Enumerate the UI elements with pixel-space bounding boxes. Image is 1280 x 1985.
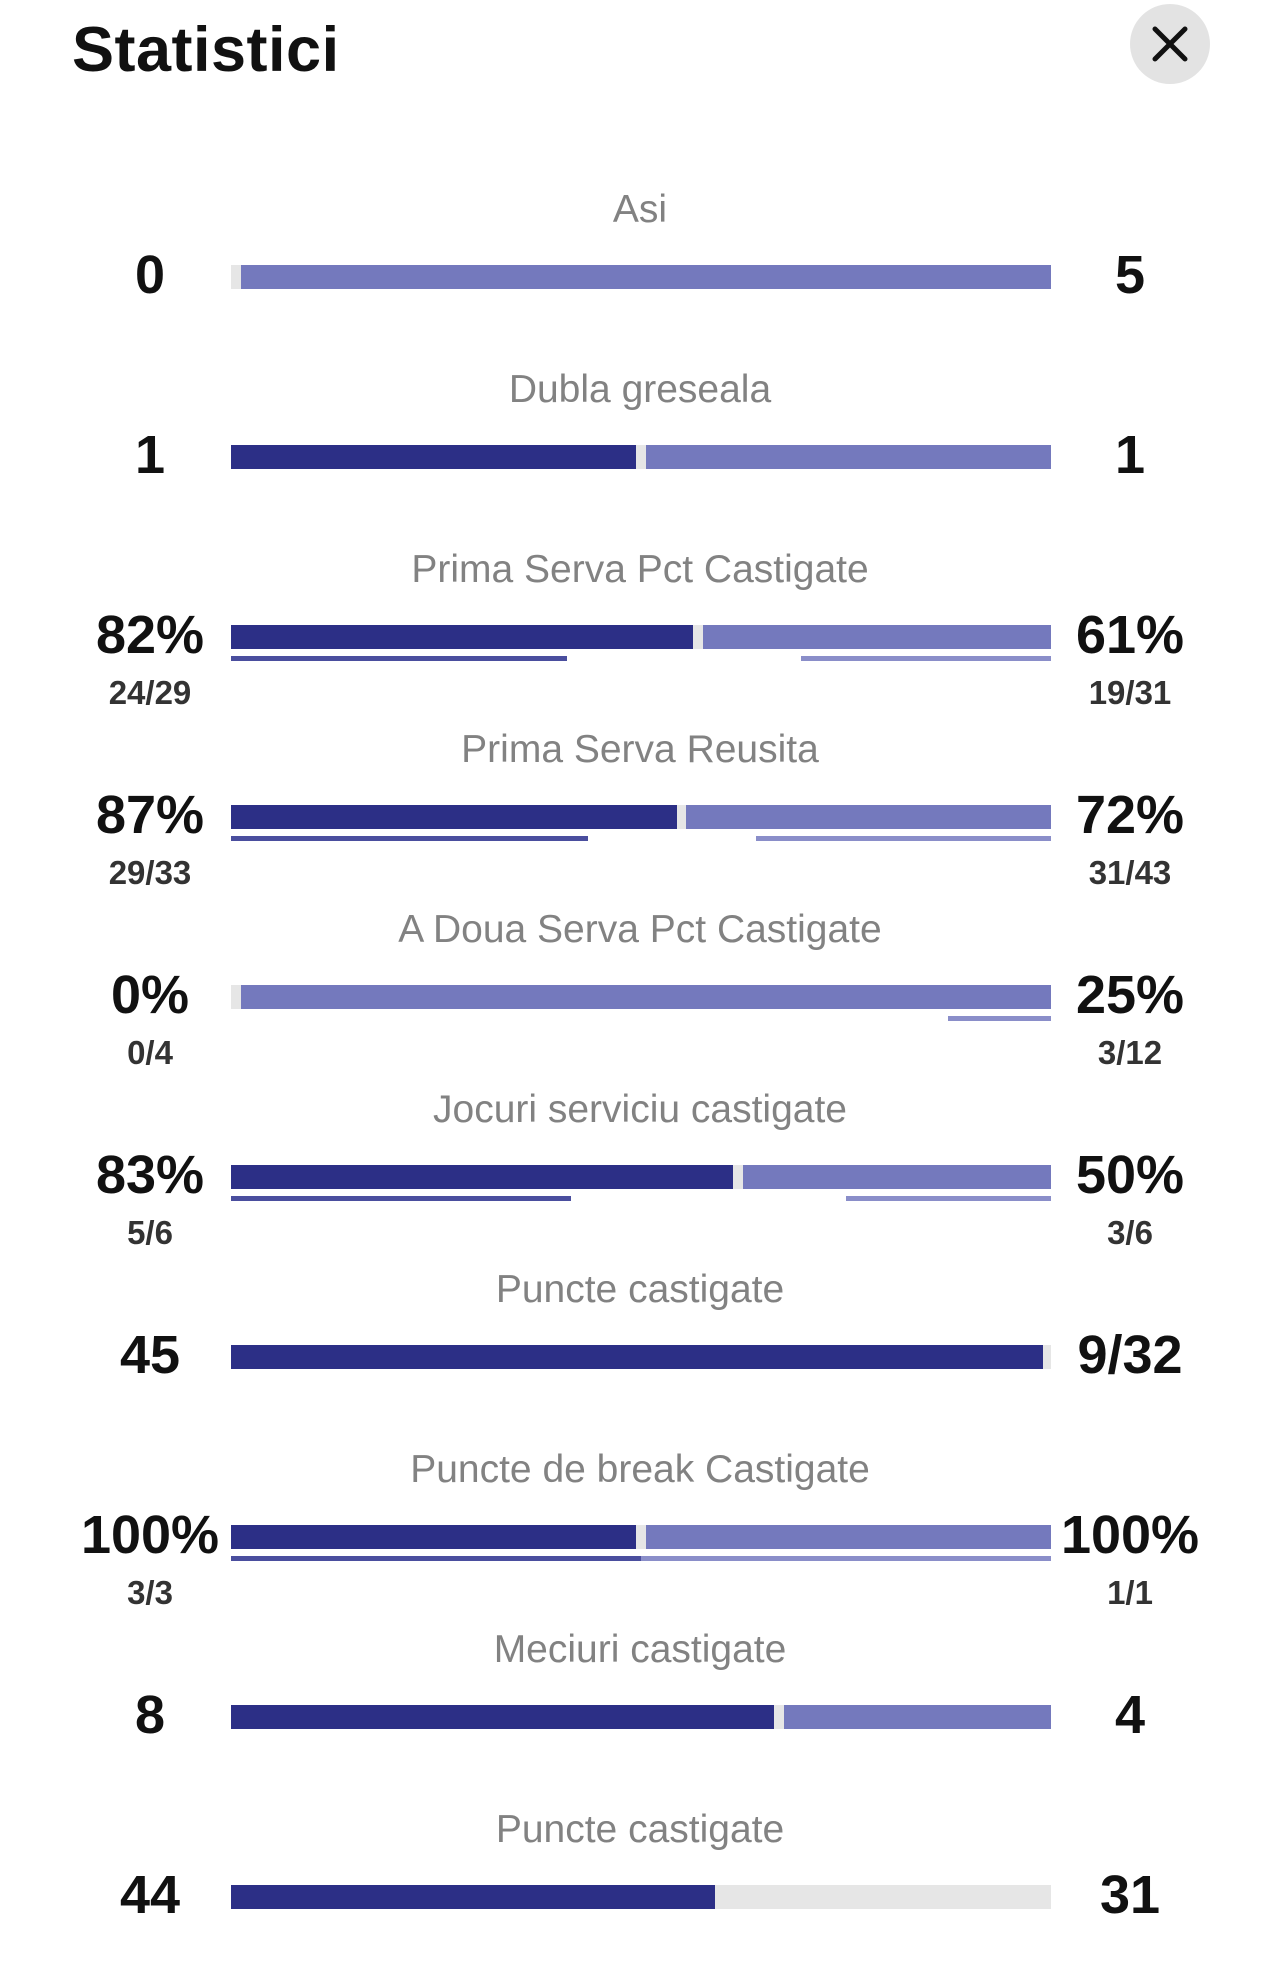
right-player-percentage-line [801, 656, 1051, 661]
stat-label: Dubla greseala [508, 368, 772, 411]
comparison-bar [231, 1345, 1051, 1369]
stat-row: Prima Serva Reusita 87% 72% 29/33 31/43 [0, 725, 1280, 905]
right-player-bar [241, 265, 1051, 289]
right-player-percentage-line [948, 1016, 1051, 1021]
stat-label: Puncte castigate [495, 1808, 785, 1851]
comparison-bar [231, 805, 1051, 841]
right-player-value: 25% [1075, 965, 1185, 1025]
comparison-bar [231, 985, 1051, 1021]
right-player-ratio: 3/12 [1097, 1034, 1163, 1071]
right-player-bar [646, 1525, 1051, 1549]
left-player-bar [231, 625, 693, 649]
right-player-bar [703, 625, 1051, 649]
left-player-percentage-line [231, 656, 567, 661]
right-player-value: 4 [1114, 1685, 1146, 1745]
left-player-value: 82% [95, 605, 205, 665]
right-player-percentage-line [756, 836, 1051, 841]
right-player-ratio: 1/1 [1107, 1574, 1153, 1611]
stat-row: Jocuri serviciu castigate 83% 50% 5/6 3/6 [0, 1085, 1280, 1265]
left-player-bar [231, 1885, 715, 1909]
comparison-bar [231, 265, 1051, 289]
comparison-bar [231, 1525, 1051, 1561]
stat-label: Puncte castigate [495, 1268, 785, 1311]
page-title: Statistici [72, 15, 340, 85]
left-player-ratio: 3/3 [127, 1574, 173, 1611]
right-player-ratio: 19/31 [1088, 674, 1172, 711]
right-player-ratio: 31/43 [1088, 854, 1172, 891]
right-player-value: 9/32 [1077, 1325, 1183, 1385]
left-player-bar [231, 1525, 636, 1549]
left-player-percentage-line [231, 1556, 641, 1561]
left-player-value: 100% [80, 1505, 220, 1565]
left-player-bar [231, 1345, 1043, 1369]
stat-label: Meciuri castigate [493, 1628, 787, 1671]
left-player-percentage-line [231, 1196, 571, 1201]
right-player-bar [784, 1705, 1051, 1729]
right-player-bar [646, 445, 1051, 469]
left-player-value: 83% [95, 1145, 205, 1205]
stat-row: Asi 0 5 [0, 185, 1280, 365]
stat-row: Puncte castigate 44 31 [0, 1805, 1280, 1985]
comparison-bar [231, 1165, 1051, 1201]
stat-label: Asi [612, 188, 668, 231]
stat-label: Puncte de break Castigate [410, 1448, 870, 1491]
close-button[interactable] [1130, 4, 1210, 84]
right-player-percentage-line [641, 1556, 1051, 1561]
left-player-bar [231, 1705, 774, 1729]
left-player-value: 0 [134, 245, 166, 305]
right-player-ratio: 3/6 [1107, 1214, 1153, 1251]
left-player-value: 8 [134, 1685, 166, 1745]
left-player-bar [231, 445, 636, 469]
right-player-value: 5 [1114, 245, 1146, 305]
left-player-ratio: 5/6 [127, 1214, 173, 1251]
right-player-value: 1 [1114, 425, 1146, 485]
comparison-bar [231, 445, 1051, 469]
left-player-bar [231, 1165, 733, 1189]
right-player-value: 50% [1075, 1145, 1185, 1205]
left-player-ratio: 29/33 [108, 854, 192, 891]
right-player-value: 61% [1075, 605, 1185, 665]
left-player-value: 0% [110, 965, 190, 1025]
comparison-bar [231, 1885, 1051, 1909]
stat-row: A Doua Serva Pct Castigate 0% 25% 0/4 3/12 [0, 905, 1280, 1085]
stat-label: A Doua Serva Pct Castigate [398, 908, 882, 951]
right-player-bar [743, 1165, 1051, 1189]
left-player-value: 44 [119, 1865, 181, 1925]
stat-row: Puncte castigate 45 9/32 [0, 1265, 1280, 1445]
right-player-bar [241, 985, 1051, 1009]
left-player-ratio: 0/4 [127, 1034, 173, 1071]
right-player-percentage-line [846, 1196, 1051, 1201]
left-player-value: 1 [134, 425, 166, 485]
close-icon [1152, 26, 1188, 62]
left-player-bar [231, 805, 677, 829]
stat-row: Meciuri castigate 8 4 [0, 1625, 1280, 1805]
right-player-value: 31 [1099, 1865, 1161, 1925]
stat-row: Dubla greseala 1 1 [0, 365, 1280, 545]
stat-label: Prima Serva Pct Castigate [411, 548, 869, 591]
left-player-value: 45 [119, 1325, 181, 1385]
stat-row: Puncte de break Castigate 100% 100% 3/3 1/1 [0, 1445, 1280, 1625]
left-player-percentage-line [231, 836, 588, 841]
comparison-bar [231, 625, 1051, 661]
right-player-value: 72% [1075, 785, 1185, 845]
stat-label: Jocuri serviciu castigate [433, 1088, 847, 1131]
left-player-value: 87% [95, 785, 205, 845]
stat-label: Prima Serva Reusita [461, 728, 819, 771]
right-player-value: 100% [1060, 1505, 1200, 1565]
stat-row: Prima Serva Pct Castigate 82% 61% 24/29 19/3… [0, 545, 1280, 725]
right-player-bar [686, 805, 1051, 829]
comparison-bar [231, 1705, 1051, 1729]
left-player-ratio: 24/29 [108, 674, 192, 711]
